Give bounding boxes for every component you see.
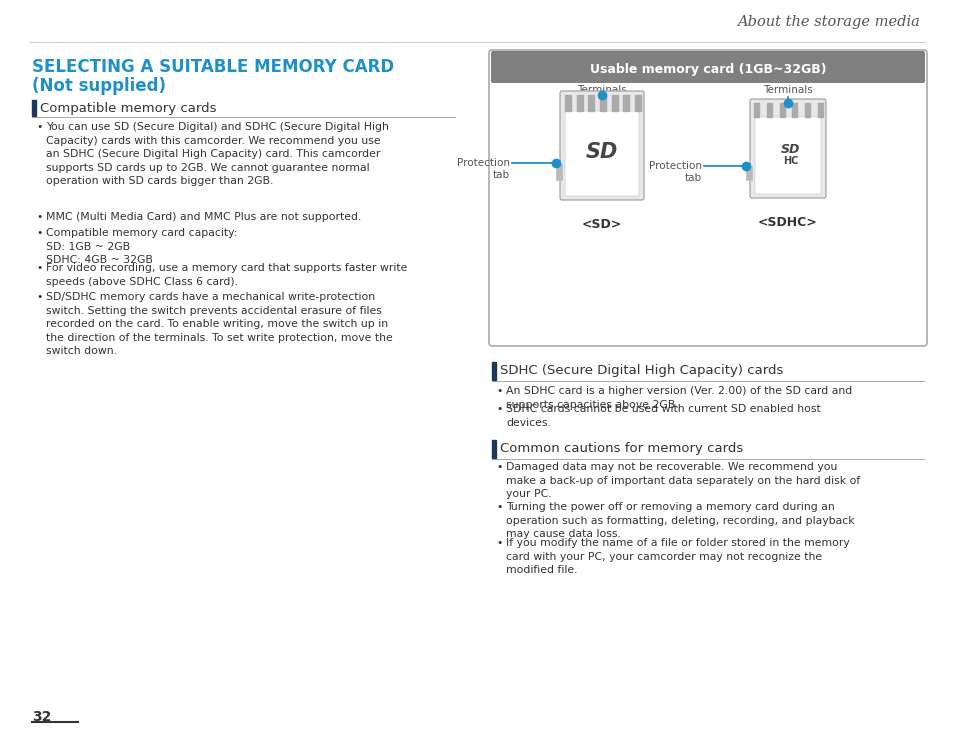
Bar: [495, 53, 920, 81]
Bar: [635, 95, 640, 111]
Text: Usable memory card (1GB~32GB): Usable memory card (1GB~32GB): [589, 63, 825, 75]
Text: Common cautions for memory cards: Common cautions for memory cards: [499, 442, 742, 455]
Text: •: •: [496, 386, 502, 396]
Text: •: •: [496, 538, 502, 548]
Text: SD: SD: [781, 143, 800, 156]
Text: HC: HC: [782, 155, 798, 166]
Bar: [753, 103, 759, 117]
Bar: [588, 95, 594, 111]
Text: •: •: [36, 122, 42, 132]
Bar: [779, 103, 783, 117]
Bar: [622, 95, 629, 111]
Text: Damaged data may not be recoverable. We recommend you
make a back-up of importan: Damaged data may not be recoverable. We …: [505, 462, 860, 499]
FancyBboxPatch shape: [754, 117, 821, 194]
Text: Turning the power off or removing a memory card during an
operation such as form: Turning the power off or removing a memo…: [505, 502, 854, 539]
Text: <SDHC>: <SDHC>: [758, 216, 817, 229]
Bar: [576, 95, 582, 111]
Text: •: •: [36, 228, 42, 238]
Text: About the storage media: About the storage media: [737, 15, 919, 29]
Text: Compatible memory cards: Compatible memory cards: [40, 102, 216, 115]
Bar: [804, 103, 809, 117]
Text: Terminals: Terminals: [762, 85, 812, 95]
Text: •: •: [496, 404, 502, 414]
Text: MMC (Multi Media Card) and MMC Plus are not supported.: MMC (Multi Media Card) and MMC Plus are …: [46, 212, 361, 222]
Text: SD: SD: [585, 142, 618, 163]
Bar: [611, 95, 617, 111]
Bar: [492, 362, 496, 380]
FancyBboxPatch shape: [559, 91, 643, 200]
Bar: [817, 103, 822, 117]
Text: (Not supplied): (Not supplied): [32, 77, 166, 95]
Text: •: •: [496, 462, 502, 472]
Text: •: •: [496, 502, 502, 512]
Bar: [792, 103, 797, 117]
Text: •: •: [36, 292, 42, 302]
Text: SDHC cards cannot be used with current SD enabled host
devices.: SDHC cards cannot be used with current S…: [505, 404, 820, 428]
Bar: [492, 440, 496, 458]
Bar: [32, 100, 36, 116]
Text: Terminals: Terminals: [577, 85, 626, 95]
Text: Protection
tab: Protection tab: [456, 158, 510, 180]
Text: SELECTING A SUITABLE MEMORY CARD: SELECTING A SUITABLE MEMORY CARD: [32, 58, 394, 76]
Bar: [599, 95, 605, 111]
Bar: [556, 164, 561, 180]
FancyBboxPatch shape: [491, 51, 924, 83]
Text: SDHC (Secure Digital High Capacity) cards: SDHC (Secure Digital High Capacity) card…: [499, 364, 782, 377]
Bar: [564, 95, 571, 111]
Text: <SD>: <SD>: [581, 218, 621, 231]
Bar: [766, 103, 771, 117]
FancyBboxPatch shape: [489, 50, 926, 346]
Text: Compatible memory card capacity:
SD: 1GB ~ 2GB
SDHC: 4GB ~ 32GB: Compatible memory card capacity: SD: 1GB…: [46, 228, 237, 265]
FancyBboxPatch shape: [564, 111, 639, 196]
FancyBboxPatch shape: [749, 99, 825, 198]
Bar: [745, 166, 751, 180]
Text: SD/SDHC memory cards have a mechanical write-protection
switch. Setting the swit: SD/SDHC memory cards have a mechanical w…: [46, 292, 393, 356]
Text: •: •: [36, 212, 42, 222]
Text: Protection
tab: Protection tab: [648, 161, 701, 182]
Text: You can use SD (Secure Digital) and SDHC (Secure Digital High
Capacity) cards wi: You can use SD (Secure Digital) and SDHC…: [46, 122, 389, 186]
Text: If you modify the name of a file or folder stored in the memory
card with your P: If you modify the name of a file or fold…: [505, 538, 849, 575]
Text: •: •: [36, 263, 42, 273]
Text: For video recording, use a memory card that supports faster write
speeds (above : For video recording, use a memory card t…: [46, 263, 407, 287]
Text: An SDHC card is a higher version (Ver. 2.00) of the SD card and
supports capacit: An SDHC card is a higher version (Ver. 2…: [505, 386, 851, 410]
Text: 32: 32: [32, 710, 51, 724]
